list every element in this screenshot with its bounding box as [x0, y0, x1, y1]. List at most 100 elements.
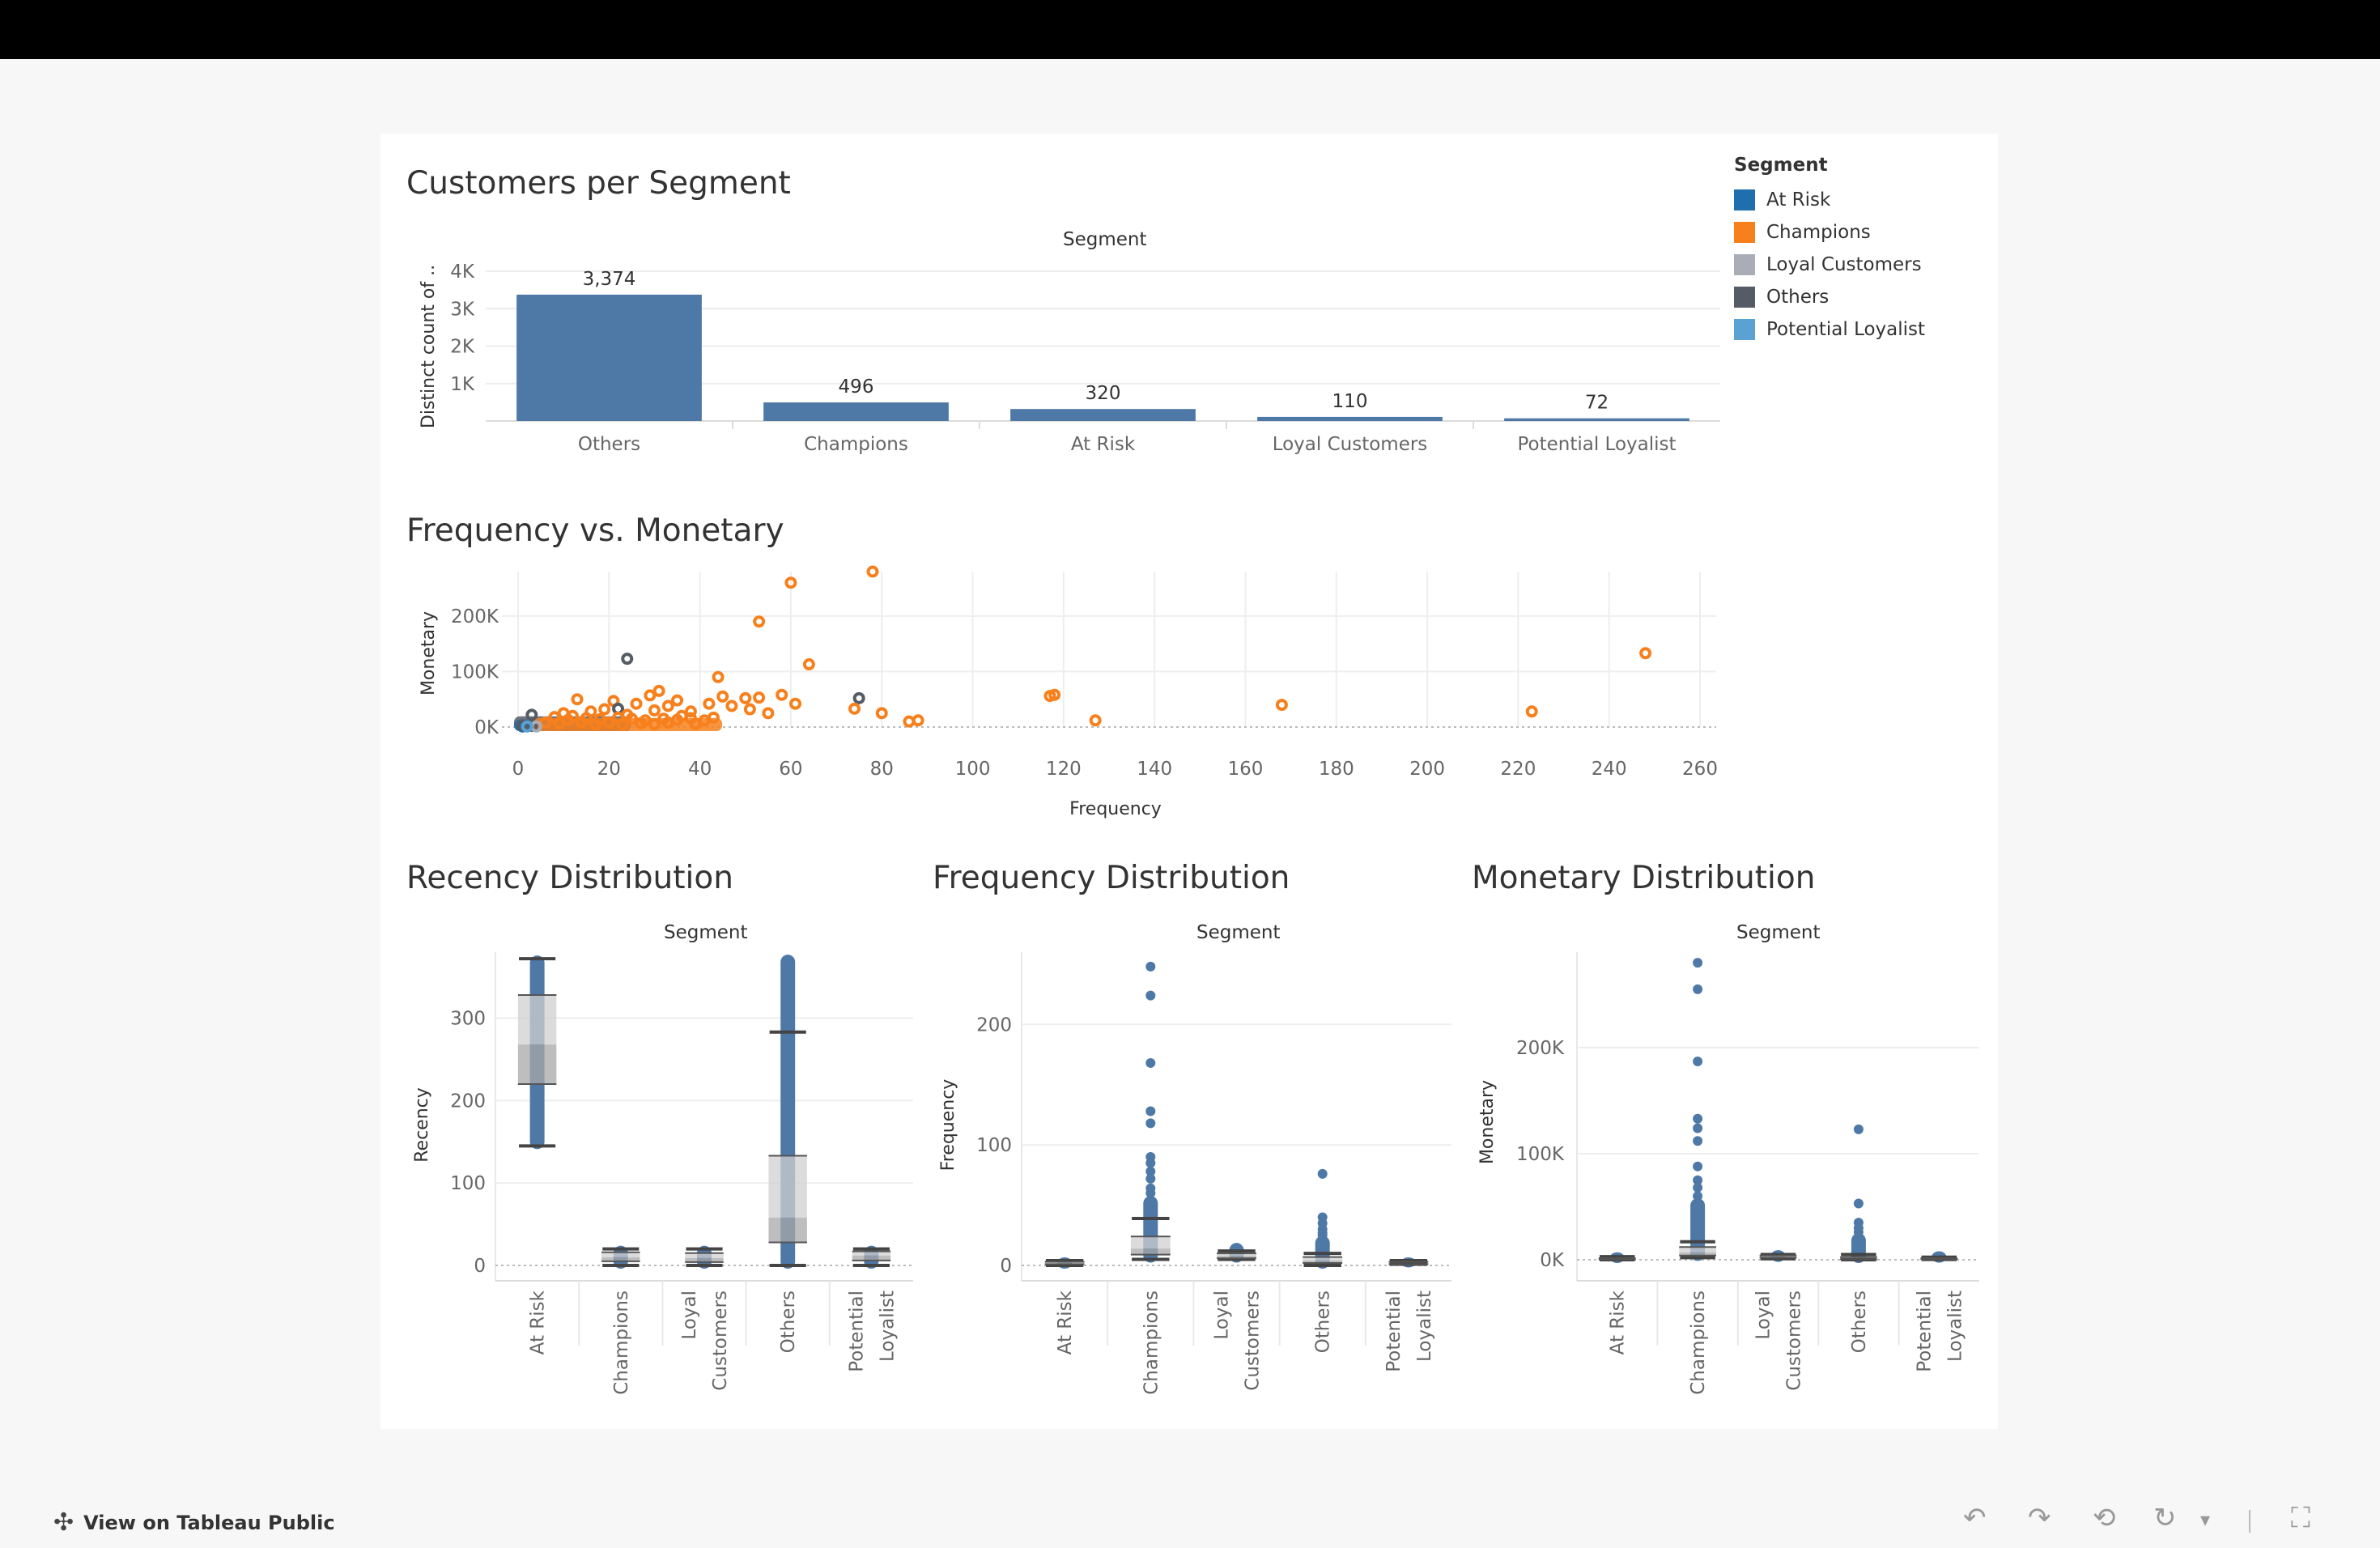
legend-label: Champions: [1766, 222, 1871, 243]
frequency-y-axis-label: Frequency: [938, 1079, 958, 1172]
scatter-point: [1089, 714, 1102, 727]
frequency-y-tick: 100: [976, 1135, 1012, 1156]
scatter-point: [621, 708, 634, 721]
monetary-box-upper: [1679, 1247, 1716, 1252]
recency-x-tick: Customers: [710, 1291, 731, 1391]
scatter-point: [589, 718, 601, 731]
bar-champions: [763, 402, 949, 421]
fullscreen-icon[interactable]: ⛶: [2291, 1502, 2310, 1534]
legend-item-others[interactable]: Others: [1734, 281, 1925, 313]
scatter-point: [621, 653, 634, 666]
recency-box-lower: [685, 1257, 724, 1262]
scatter-point: [635, 717, 648, 729]
recency-box-upper: [685, 1252, 724, 1258]
scatter-point: [675, 709, 688, 722]
scatter-point: [644, 689, 657, 702]
scatter-x-tick: 80: [870, 759, 894, 780]
recency-box-upper: [852, 1251, 891, 1256]
monetary-box-lower: [1679, 1252, 1716, 1256]
scatter-y-tick: 200K: [451, 606, 499, 627]
scatter-x-tick: 160: [1228, 759, 1264, 780]
legend-swatch: [1734, 222, 1755, 243]
scatter-x-tick: 60: [779, 759, 802, 780]
redo-icon[interactable]: ↷: [2028, 1502, 2051, 1534]
scatter-x-tick: 40: [688, 759, 712, 780]
bar-chart-column-header: Segment: [1063, 229, 1147, 250]
bar-y-axis-label: Distinct count of ..: [419, 265, 439, 428]
recency-x-tick: Potential: [846, 1291, 867, 1372]
scatter-point: [753, 691, 766, 704]
frequency-outlier-point: [1145, 1057, 1156, 1068]
scatter-point: [789, 697, 802, 710]
frequency-outlier-point: [1145, 990, 1156, 1001]
scatter-point: [784, 576, 797, 589]
monetary-outlier-point: [1693, 1056, 1703, 1066]
recency-box-upper: [601, 1252, 640, 1257]
legend-item-champions[interactable]: Champions: [1734, 216, 1925, 249]
frequency-y-tick: 0: [1000, 1256, 1012, 1277]
frequency-box-upper: [1130, 1236, 1171, 1249]
frequency-outlier-point: [1145, 1166, 1156, 1176]
scatter-x-axis-label: Frequency: [1069, 799, 1162, 819]
scatter-point: [661, 717, 674, 729]
scatter-x-tick: 200: [1409, 759, 1445, 780]
frequency-outlier-point: [1145, 1118, 1156, 1129]
frequency-x-tick: At Risk: [1055, 1290, 1076, 1354]
bar-y-tick: 4K: [450, 262, 475, 283]
toolbar-separator: [2249, 1510, 2250, 1533]
legend-item-loyal-customers[interactable]: Loyal Customers: [1734, 249, 1925, 281]
bar-x-tick: Potential Loyalist: [1517, 434, 1676, 455]
monetary-outlier-point: [1693, 1182, 1703, 1193]
bar-value-label: 110: [1332, 391, 1368, 412]
legend-item-potential-loyalist[interactable]: Potential Loyalist: [1734, 313, 1925, 346]
monetary-outlier-point: [1853, 1198, 1864, 1209]
scatter-x-tick: 20: [597, 759, 621, 780]
frequency-x-tick: Customers: [1243, 1291, 1264, 1391]
legend-item-at-risk[interactable]: At Risk: [1734, 184, 1925, 216]
bar-x-tick: Others: [578, 434, 640, 455]
scatter-point: [912, 714, 924, 727]
scatter-point: [652, 684, 665, 697]
bar-potential-loyalist: [1504, 418, 1689, 421]
scatter-y-axis-label: Monetary: [419, 611, 439, 695]
scatter-point: [848, 702, 861, 715]
bar-y-tick: 1K: [450, 374, 475, 395]
scatter-point: [743, 703, 756, 716]
frequency-x-tick: Potential: [1383, 1291, 1405, 1372]
frequency-box-lower: [1303, 1261, 1343, 1264]
scatter-point: [521, 720, 533, 733]
scatter-point: [707, 711, 720, 724]
scatter-x-tick: 0: [512, 759, 525, 780]
frequency-x-tick: Loyal: [1212, 1291, 1233, 1340]
recency-y-tick: 0: [474, 1256, 486, 1277]
frequency-box-upper: [1303, 1257, 1343, 1261]
view-on-tableau-public-link[interactable]: ✣ View on Tableau Public: [53, 1508, 335, 1537]
monetary-outlier-point: [1693, 1161, 1703, 1172]
frequency-outlier-point: [1145, 961, 1156, 972]
revert-icon[interactable]: ⟲: [2093, 1502, 2116, 1534]
monetary-y-tick: 200K: [1516, 1038, 1565, 1059]
scatter-point: [776, 688, 788, 701]
undo-icon[interactable]: ↶: [1963, 1502, 1987, 1534]
scatter-y-tick: 100K: [451, 661, 499, 683]
frequency-outlier-point: [1145, 1173, 1156, 1184]
monetary-y-tick: 100K: [1516, 1144, 1565, 1165]
monetary-x-tick: Potential: [1914, 1291, 1935, 1372]
customers-per-segment-title: Customers per Segment: [406, 165, 791, 202]
legend-swatch: [1734, 287, 1755, 308]
bar-value-label: 320: [1086, 383, 1121, 404]
bar-x-tick: At Risk: [1071, 434, 1136, 455]
frequency-outlier-point: [1317, 1168, 1328, 1179]
recency-x-tick: At Risk: [528, 1290, 549, 1354]
legend-label: Others: [1766, 287, 1830, 308]
scatter-point: [875, 707, 888, 720]
view-on-tableau-public-label: View on Tableau Public: [83, 1511, 335, 1534]
scatter-point: [684, 705, 697, 718]
legend-swatch: [1734, 319, 1755, 340]
pause-dropdown-icon[interactable]: ▾: [2200, 1508, 2211, 1531]
monetary-column-header: Segment: [1736, 922, 1821, 943]
scatter-point: [725, 700, 738, 712]
bar-x-tick: Champions: [804, 434, 908, 455]
refresh-icon[interactable]: ↻: [2153, 1502, 2177, 1534]
legend-label: Loyal Customers: [1766, 254, 1922, 275]
